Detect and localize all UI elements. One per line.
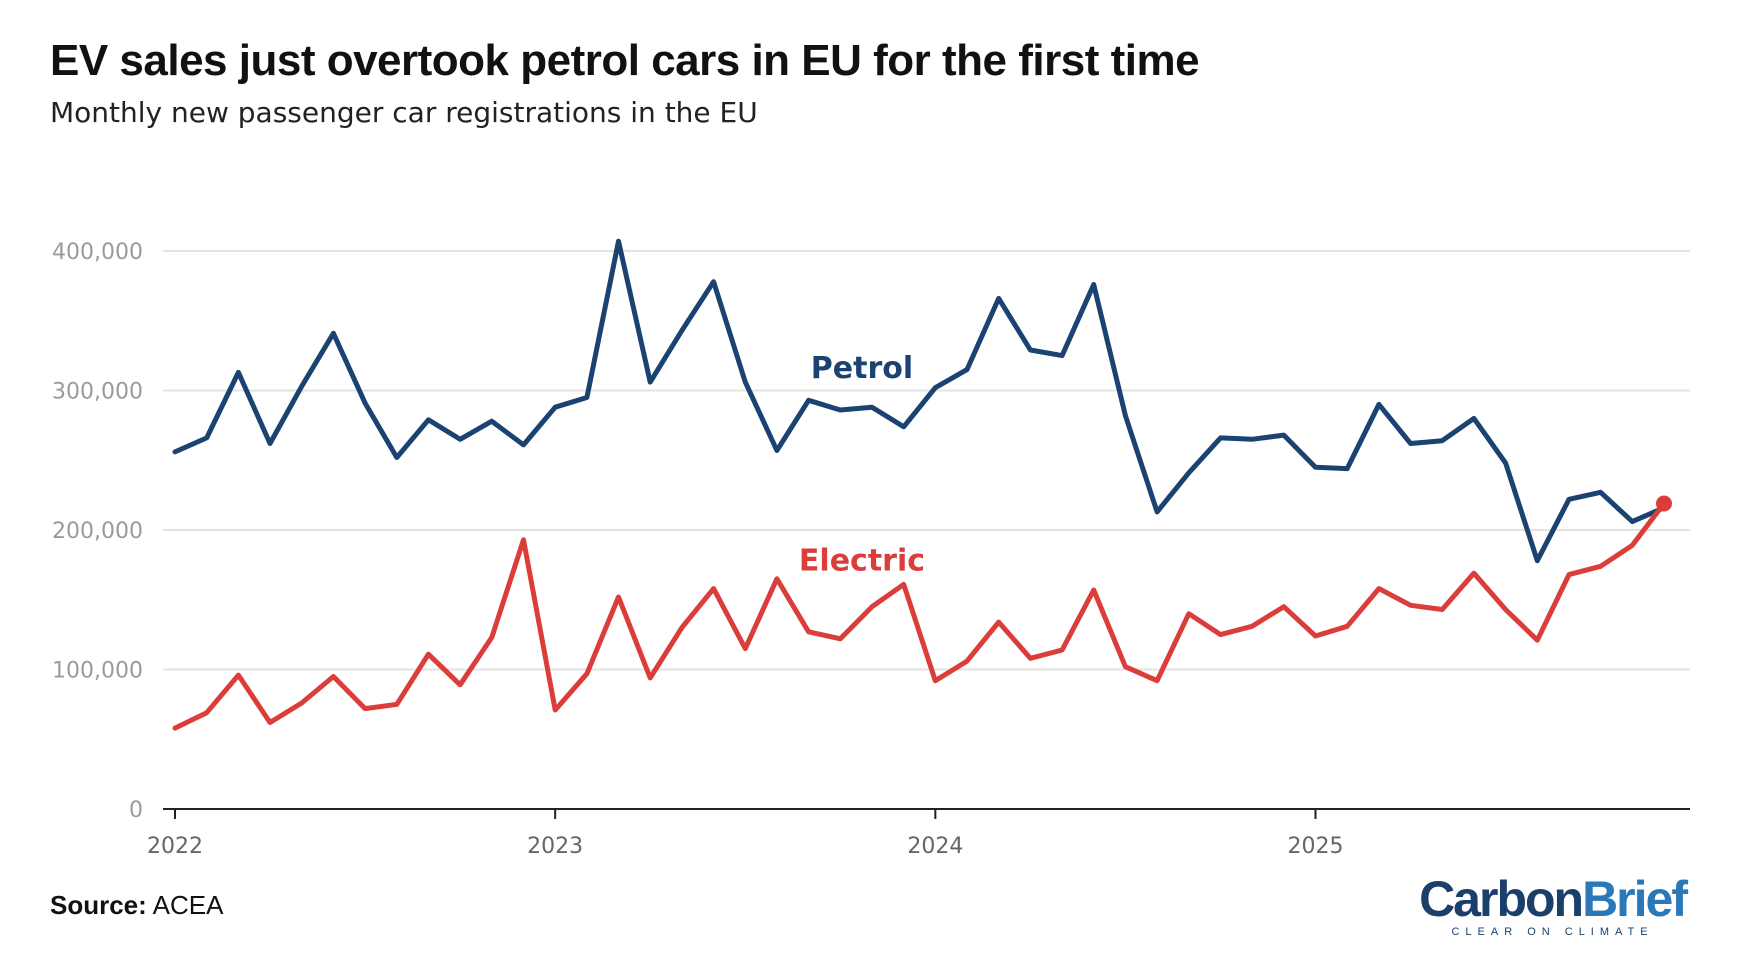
electric-end-marker [1656,495,1672,512]
brand-name: CarbonBrief [1419,871,1688,927]
y-tick-label: 200,000 [52,519,143,544]
brand-part2: Brief [1582,871,1688,927]
x-axis: 2022 2023 2024 2025 [147,808,1690,859]
series-label-petrol: Petrol [811,351,913,386]
x-tick-label: 2023 [527,834,583,859]
y-tick-label: 400,000 [52,240,143,265]
source-value: ACEA [152,890,224,920]
x-tick-label: 2024 [907,834,963,859]
brand-tagline: CLEAR ON CLIMATE [1451,926,1654,938]
chart-title: EV sales just overtook petrol cars in EU… [50,36,1200,85]
y-tick-label: 300,000 [52,380,143,405]
y-tick-label: 0 [129,798,143,823]
series-line-electric [172,501,1667,731]
series-lines [172,238,1672,731]
brand-part1: Carbon [1419,871,1584,927]
series-line-petrol [172,238,1667,564]
source-note: Source: ACEA [50,890,223,921]
x-tick-label: 2025 [1288,834,1344,859]
y-tick-label: 100,000 [52,659,143,684]
series-label-electric: Electric [799,544,925,579]
source-label: Source: [50,890,147,920]
carbonbrief-logo: CarbonBrief CLEAR ON CLIMATE [1419,871,1688,938]
chart-subtitle: Monthly new passenger car registrations … [50,96,758,129]
gridlines [163,250,1690,671]
series-labels: Petrol Electric [799,351,925,579]
x-tick-label: 2022 [147,834,203,859]
y-axis-ticks: 0 100,000 200,000 300,000 400,000 [52,240,143,823]
